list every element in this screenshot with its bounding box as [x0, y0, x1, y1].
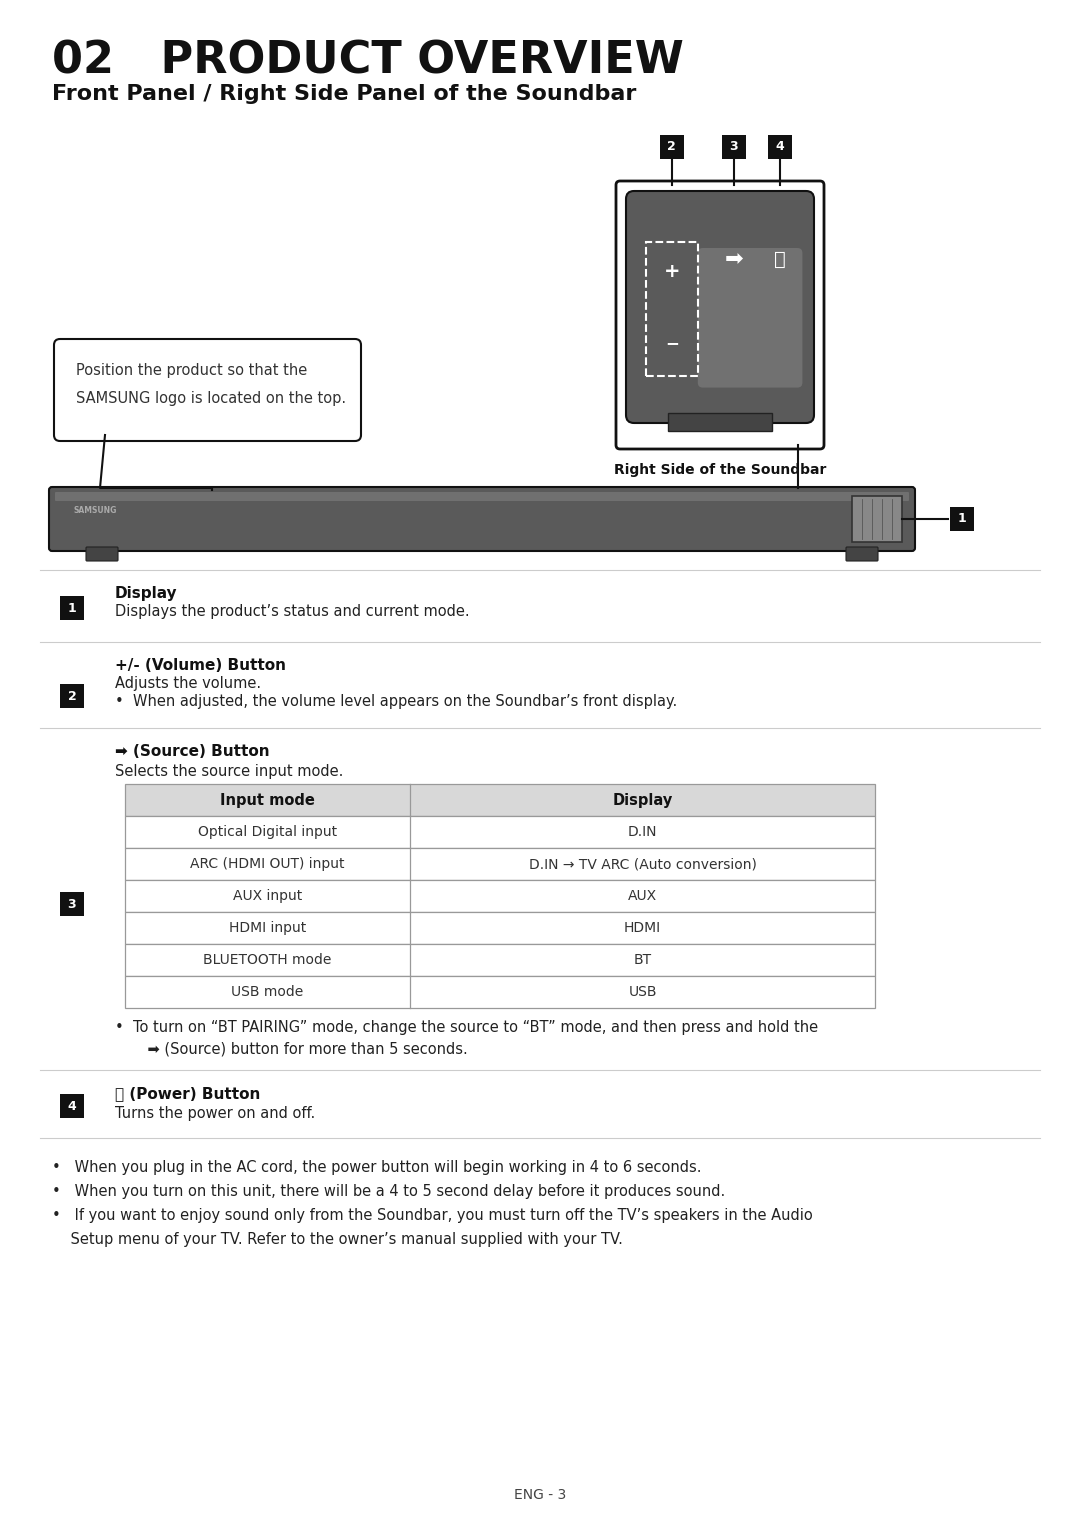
FancyBboxPatch shape	[698, 248, 802, 388]
Text: 1: 1	[958, 513, 967, 525]
Text: ENG - 3: ENG - 3	[514, 1488, 566, 1501]
Text: 3: 3	[729, 141, 738, 153]
Text: HDMI: HDMI	[624, 921, 661, 935]
FancyBboxPatch shape	[125, 912, 875, 944]
FancyBboxPatch shape	[950, 507, 974, 532]
Text: BT: BT	[634, 953, 651, 967]
Text: AUX: AUX	[627, 889, 657, 902]
FancyBboxPatch shape	[125, 879, 875, 912]
Text: ⏻ (Power) Button: ⏻ (Power) Button	[114, 1086, 260, 1102]
FancyBboxPatch shape	[768, 135, 793, 159]
Text: Selects the source input mode.: Selects the source input mode.	[114, 764, 343, 778]
Text: USB: USB	[629, 985, 657, 999]
FancyBboxPatch shape	[669, 414, 771, 430]
Text: 1: 1	[68, 602, 77, 614]
FancyBboxPatch shape	[660, 135, 684, 159]
FancyBboxPatch shape	[86, 547, 118, 561]
Text: Optical Digital input: Optical Digital input	[198, 826, 337, 840]
FancyBboxPatch shape	[626, 192, 814, 423]
FancyBboxPatch shape	[721, 135, 746, 159]
FancyBboxPatch shape	[846, 547, 878, 561]
Text: ➡ (Source) button for more than 5 seconds.: ➡ (Source) button for more than 5 second…	[129, 1042, 468, 1057]
Text: Input mode: Input mode	[220, 792, 315, 807]
FancyBboxPatch shape	[60, 892, 84, 916]
Text: USB mode: USB mode	[231, 985, 303, 999]
Text: Front Panel / Right Side Panel of the Soundbar: Front Panel / Right Side Panel of the So…	[52, 84, 636, 104]
Text: 2: 2	[667, 141, 676, 153]
Text: Right Side of the Soundbar: Right Side of the Soundbar	[613, 463, 826, 476]
Text: D.IN → TV ARC (Auto conversion): D.IN → TV ARC (Auto conversion)	[528, 856, 756, 872]
Text: HDMI input: HDMI input	[229, 921, 306, 935]
Text: ➡ (Source) Button: ➡ (Source) Button	[114, 745, 270, 758]
Text: 3: 3	[68, 898, 77, 910]
Text: •  To turn on “BT PAIRING” mode, change the source to “BT” mode, and then press : • To turn on “BT PAIRING” mode, change t…	[114, 1020, 819, 1036]
Text: ➡: ➡	[725, 250, 743, 270]
Text: Displays the product’s status and current mode.: Displays the product’s status and curren…	[114, 604, 470, 619]
FancyBboxPatch shape	[125, 817, 875, 849]
Text: BLUETOOTH mode: BLUETOOTH mode	[203, 953, 332, 967]
FancyBboxPatch shape	[54, 339, 361, 441]
Text: •  When adjusted, the volume level appears on the Soundbar’s front display.: • When adjusted, the volume level appear…	[114, 694, 677, 709]
Text: +: +	[663, 262, 680, 282]
Text: Turns the power on and off.: Turns the power on and off.	[114, 1106, 315, 1121]
FancyBboxPatch shape	[49, 487, 915, 552]
Text: Adjusts the volume.: Adjusts the volume.	[114, 676, 261, 691]
Text: 4: 4	[68, 1100, 77, 1112]
Text: +/- (Volume) Button: +/- (Volume) Button	[114, 659, 286, 673]
Text: −: −	[665, 334, 678, 352]
Text: Position the product so that the: Position the product so that the	[76, 363, 307, 378]
FancyBboxPatch shape	[125, 849, 875, 879]
Text: Display: Display	[114, 587, 177, 601]
FancyBboxPatch shape	[125, 944, 875, 976]
FancyBboxPatch shape	[125, 976, 875, 1008]
FancyBboxPatch shape	[55, 492, 909, 501]
Text: 2: 2	[68, 689, 77, 703]
Text: D.IN: D.IN	[627, 826, 658, 840]
Text: AUX input: AUX input	[233, 889, 302, 902]
Text: SAMSUNG: SAMSUNG	[75, 506, 118, 515]
FancyBboxPatch shape	[852, 496, 902, 542]
Text: ARC (HDMI OUT) input: ARC (HDMI OUT) input	[190, 856, 345, 872]
FancyBboxPatch shape	[60, 596, 84, 620]
Text: •   If you want to enjoy sound only from the Soundbar, you must turn off the TV’: • If you want to enjoy sound only from t…	[52, 1209, 813, 1223]
Text: •   When you turn on this unit, there will be a 4 to 5 second delay before it pr: • When you turn on this unit, there will…	[52, 1184, 726, 1200]
Text: •   When you plug in the AC cord, the power button will begin working in 4 to 6 : • When you plug in the AC cord, the powe…	[52, 1160, 702, 1175]
FancyBboxPatch shape	[616, 181, 824, 449]
Text: Setup menu of your TV. Refer to the owner’s manual supplied with your TV.: Setup menu of your TV. Refer to the owne…	[52, 1232, 623, 1247]
Text: ⏻: ⏻	[774, 250, 786, 270]
Text: SAMSUNG logo is located on the top.: SAMSUNG logo is located on the top.	[76, 391, 346, 406]
FancyBboxPatch shape	[60, 1094, 84, 1118]
Text: 02   PRODUCT OVERVIEW: 02 PRODUCT OVERVIEW	[52, 40, 684, 83]
Text: Display: Display	[612, 792, 673, 807]
Text: 4: 4	[775, 141, 784, 153]
FancyBboxPatch shape	[60, 683, 84, 708]
FancyBboxPatch shape	[125, 784, 875, 817]
